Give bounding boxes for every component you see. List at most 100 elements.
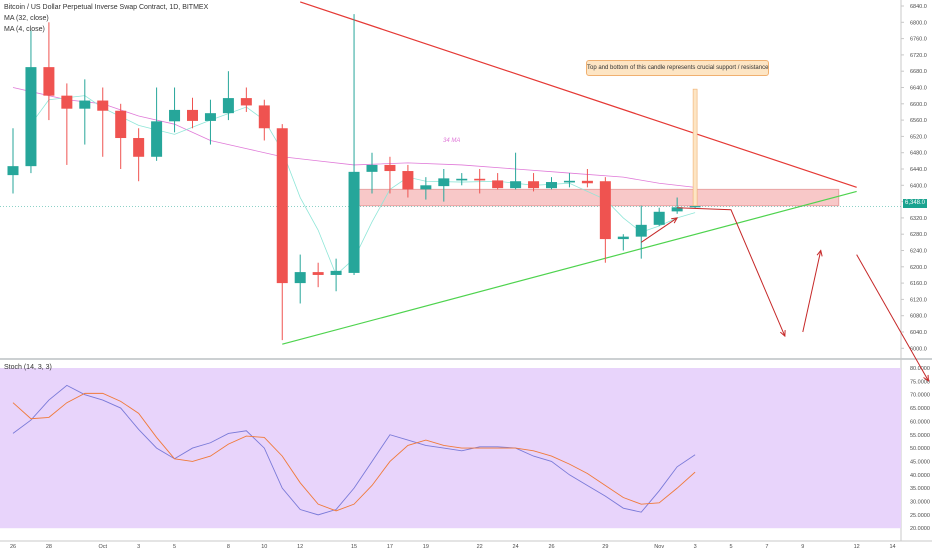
date-tick-label: 29 bbox=[602, 544, 608, 550]
date-tick-label: 7 bbox=[765, 544, 768, 550]
date-tick-label: 19 bbox=[423, 544, 429, 550]
price-tick-label: 6720.0 bbox=[910, 53, 927, 59]
price-tick-label: 6080.0 bbox=[910, 314, 927, 320]
price-tick-label: 6560.0 bbox=[910, 118, 927, 124]
stoch-tick-label: 55.0000 bbox=[910, 433, 930, 439]
price-tick-label: 6480.0 bbox=[910, 151, 927, 157]
price-tick-label: 6440.0 bbox=[910, 167, 927, 173]
stoch-tick-label: 40.0000 bbox=[910, 473, 930, 479]
date-tick-label: 8 bbox=[227, 544, 230, 550]
price-tick-label: 6120.0 bbox=[910, 297, 927, 303]
candle-body bbox=[151, 121, 163, 157]
price-tick-label: 6000.0 bbox=[910, 346, 927, 352]
candle-body bbox=[653, 211, 665, 225]
stoch-band bbox=[0, 368, 901, 529]
ma-label: 34 MA bbox=[443, 138, 461, 144]
projection-arrow bbox=[677, 207, 786, 337]
candle-body bbox=[420, 185, 432, 190]
candle-body bbox=[133, 138, 145, 157]
callout-pointer bbox=[692, 88, 698, 206]
candle-body bbox=[599, 181, 611, 240]
annotation-callout[interactable]: Top and bottom of this candle represents… bbox=[586, 60, 769, 76]
price-tick-label: 6400.0 bbox=[910, 183, 927, 189]
stoch-tick-label: 50.0000 bbox=[910, 446, 930, 452]
date-tick-label: 26 bbox=[10, 544, 16, 550]
candle-body bbox=[474, 178, 486, 181]
date-tick-label: Oct bbox=[98, 544, 107, 550]
candle-body bbox=[115, 110, 127, 139]
date-tick-label: 9 bbox=[801, 544, 804, 550]
stoch-k-line bbox=[12, 384, 696, 516]
candle-body bbox=[222, 98, 234, 114]
date-tick-label: 10 bbox=[261, 544, 267, 550]
candle-body bbox=[276, 128, 288, 284]
date-tick-label: 22 bbox=[477, 544, 483, 550]
date-tick-label: 3 bbox=[694, 544, 697, 550]
candle-body bbox=[510, 181, 522, 189]
last-price-tag: 6,348.0 bbox=[903, 199, 927, 208]
candle-body bbox=[366, 164, 378, 172]
date-tick-label: 14 bbox=[889, 544, 895, 550]
candle-body bbox=[312, 272, 324, 275]
date-tick-label: 15 bbox=[351, 544, 357, 550]
candle-body bbox=[563, 180, 575, 183]
candle-body bbox=[402, 171, 414, 190]
candle-body bbox=[187, 109, 198, 121]
date-tick-label: 5 bbox=[729, 544, 732, 550]
stoch-tick-label: 45.0000 bbox=[910, 459, 930, 465]
stoch-tick-label: 35.0000 bbox=[910, 486, 930, 492]
price-tick-label: 6640.0 bbox=[910, 86, 927, 92]
candle-body bbox=[528, 181, 540, 189]
projection-arrowhead bbox=[923, 374, 930, 382]
candle-body bbox=[617, 236, 629, 240]
candle-body bbox=[689, 206, 701, 208]
candle-body bbox=[581, 180, 593, 184]
stoch-tick-label: 70.0000 bbox=[910, 393, 930, 399]
candle-body bbox=[43, 67, 55, 96]
stoch-legend: Stoch (14, 3, 3) bbox=[4, 364, 52, 371]
projection-arrowhead bbox=[780, 330, 786, 338]
symbol-title: Bitcoin / US Dollar Perpetual Inverse Sw… bbox=[4, 4, 209, 11]
candle-body bbox=[330, 270, 342, 275]
candle-body bbox=[348, 171, 360, 273]
price-tick-label: 6160.0 bbox=[910, 281, 927, 287]
stoch-tick-label: 80.0000 bbox=[910, 366, 930, 372]
price-tick-label: 6200.0 bbox=[910, 265, 927, 271]
stoch-tick-label: 75.0000 bbox=[910, 379, 930, 385]
resistance-zone bbox=[351, 188, 840, 207]
ma-long-line bbox=[12, 87, 696, 188]
price-tick-label: 6040.0 bbox=[910, 330, 927, 336]
price-tick-label: 6520.0 bbox=[910, 134, 927, 140]
candle-body bbox=[79, 100, 91, 109]
price-tick-label: 6600.0 bbox=[910, 102, 927, 108]
candle-body bbox=[384, 164, 396, 172]
stoch-tick-label: 30.0000 bbox=[910, 500, 930, 506]
price-tick-label: 6240.0 bbox=[910, 249, 927, 255]
stoch-tick-label: 25.0000 bbox=[910, 513, 930, 519]
date-tick-label: 17 bbox=[387, 544, 393, 550]
candle-body bbox=[97, 100, 109, 111]
candle-body bbox=[635, 224, 647, 237]
candle-body bbox=[438, 178, 450, 187]
projection-arrowhead bbox=[671, 217, 679, 224]
candle-body bbox=[204, 113, 216, 121]
ma-long-legend: MA (32, close) bbox=[4, 15, 49, 22]
date-tick-label: Nov bbox=[654, 544, 664, 550]
price-tick-label: 6320.0 bbox=[910, 216, 927, 222]
candle-body bbox=[456, 178, 468, 181]
date-tick-label: 28 bbox=[46, 544, 52, 550]
resistance-trendline bbox=[300, 1, 857, 188]
date-tick-label: 24 bbox=[513, 544, 519, 550]
stoch-d-line bbox=[12, 392, 696, 512]
projection-arrowhead bbox=[816, 249, 823, 257]
price-tick-label: 6280.0 bbox=[910, 232, 927, 238]
candle-body bbox=[492, 180, 504, 189]
projection-arrow bbox=[856, 254, 929, 382]
candle-body bbox=[61, 95, 73, 109]
chart-legend: Bitcoin / US Dollar Perpetual Inverse Sw… bbox=[4, 2, 208, 35]
stoch-tick-label: 60.0000 bbox=[910, 419, 930, 425]
candle-body bbox=[169, 109, 181, 122]
price-tick-label: 6680.0 bbox=[910, 69, 927, 75]
date-tick-label: 5 bbox=[173, 544, 176, 550]
